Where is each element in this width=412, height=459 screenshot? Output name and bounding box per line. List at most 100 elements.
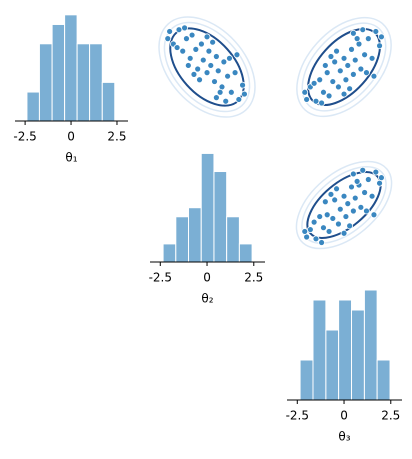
point bbox=[312, 235, 320, 243]
point bbox=[333, 185, 340, 193]
bar bbox=[200, 152, 215, 263]
point bbox=[320, 88, 327, 96]
point bbox=[361, 189, 369, 196]
point bbox=[320, 224, 327, 232]
bar bbox=[89, 43, 103, 122]
point bbox=[198, 40, 205, 48]
point bbox=[239, 81, 246, 89]
point bbox=[226, 54, 233, 62]
x-tick-label: -2.5 bbox=[286, 409, 309, 423]
point bbox=[227, 88, 235, 96]
point bbox=[344, 62, 352, 69]
point bbox=[327, 190, 335, 198]
point bbox=[372, 168, 380, 176]
point bbox=[216, 88, 224, 96]
bar bbox=[226, 216, 240, 263]
point bbox=[301, 228, 309, 235]
point bbox=[361, 51, 369, 59]
point bbox=[186, 54, 194, 62]
point bbox=[376, 42, 383, 50]
point bbox=[357, 65, 365, 73]
point bbox=[349, 70, 357, 78]
point bbox=[173, 44, 181, 51]
point bbox=[333, 47, 340, 55]
bar bbox=[213, 171, 228, 263]
point bbox=[323, 69, 331, 77]
point bbox=[351, 56, 359, 64]
point bbox=[349, 170, 357, 178]
point bbox=[342, 213, 350, 220]
point bbox=[179, 47, 187, 55]
x-axis-label: θ₂ bbox=[201, 292, 213, 306]
point bbox=[318, 239, 325, 246]
point bbox=[363, 207, 370, 215]
point bbox=[183, 35, 190, 43]
bar bbox=[338, 299, 353, 401]
point bbox=[203, 69, 211, 77]
point bbox=[372, 28, 380, 35]
point bbox=[316, 213, 324, 220]
point bbox=[222, 97, 230, 105]
point bbox=[340, 192, 348, 200]
point bbox=[325, 92, 333, 100]
point bbox=[214, 67, 222, 75]
x-tick-label: 2.5 bbox=[107, 130, 126, 144]
point bbox=[212, 94, 220, 102]
bar bbox=[64, 14, 78, 122]
point bbox=[331, 58, 339, 66]
bar bbox=[299, 359, 314, 401]
point bbox=[346, 222, 354, 230]
point bbox=[207, 62, 215, 69]
point bbox=[192, 45, 200, 53]
x-tick-label: -2.5 bbox=[149, 271, 172, 285]
point bbox=[335, 220, 342, 228]
point bbox=[348, 183, 355, 191]
x-tick-label: 2.5 bbox=[244, 271, 263, 285]
point bbox=[329, 215, 337, 222]
point bbox=[353, 35, 361, 43]
bar bbox=[238, 243, 253, 263]
point bbox=[241, 90, 248, 98]
point bbox=[166, 28, 174, 35]
point bbox=[233, 51, 241, 59]
point bbox=[364, 35, 372, 43]
point bbox=[344, 200, 352, 208]
bar bbox=[162, 243, 177, 263]
point bbox=[340, 54, 348, 62]
bar bbox=[188, 207, 202, 263]
point bbox=[318, 99, 325, 107]
point bbox=[231, 69, 239, 77]
point bbox=[376, 179, 383, 187]
bar bbox=[26, 91, 40, 122]
point bbox=[164, 35, 172, 43]
point bbox=[321, 198, 329, 206]
point bbox=[323, 211, 331, 219]
bar bbox=[51, 23, 66, 122]
point bbox=[336, 205, 344, 213]
x-tick-label: 2.5 bbox=[381, 409, 400, 423]
point bbox=[340, 90, 348, 98]
point bbox=[194, 65, 202, 73]
point bbox=[342, 76, 350, 84]
point bbox=[310, 218, 318, 226]
bar bbox=[101, 81, 116, 122]
bar bbox=[351, 309, 365, 401]
x-tick-label: 0 bbox=[203, 271, 211, 285]
point bbox=[199, 56, 207, 64]
point bbox=[321, 62, 329, 69]
point bbox=[190, 70, 198, 78]
point bbox=[349, 207, 357, 215]
point bbox=[363, 69, 370, 77]
point bbox=[188, 31, 196, 39]
point bbox=[370, 211, 378, 219]
point bbox=[235, 96, 243, 103]
point bbox=[368, 54, 376, 62]
point bbox=[378, 33, 385, 41]
point bbox=[331, 196, 339, 204]
point bbox=[346, 85, 354, 93]
point bbox=[209, 38, 217, 46]
bar bbox=[312, 299, 327, 401]
point bbox=[353, 177, 361, 185]
point bbox=[359, 166, 367, 174]
